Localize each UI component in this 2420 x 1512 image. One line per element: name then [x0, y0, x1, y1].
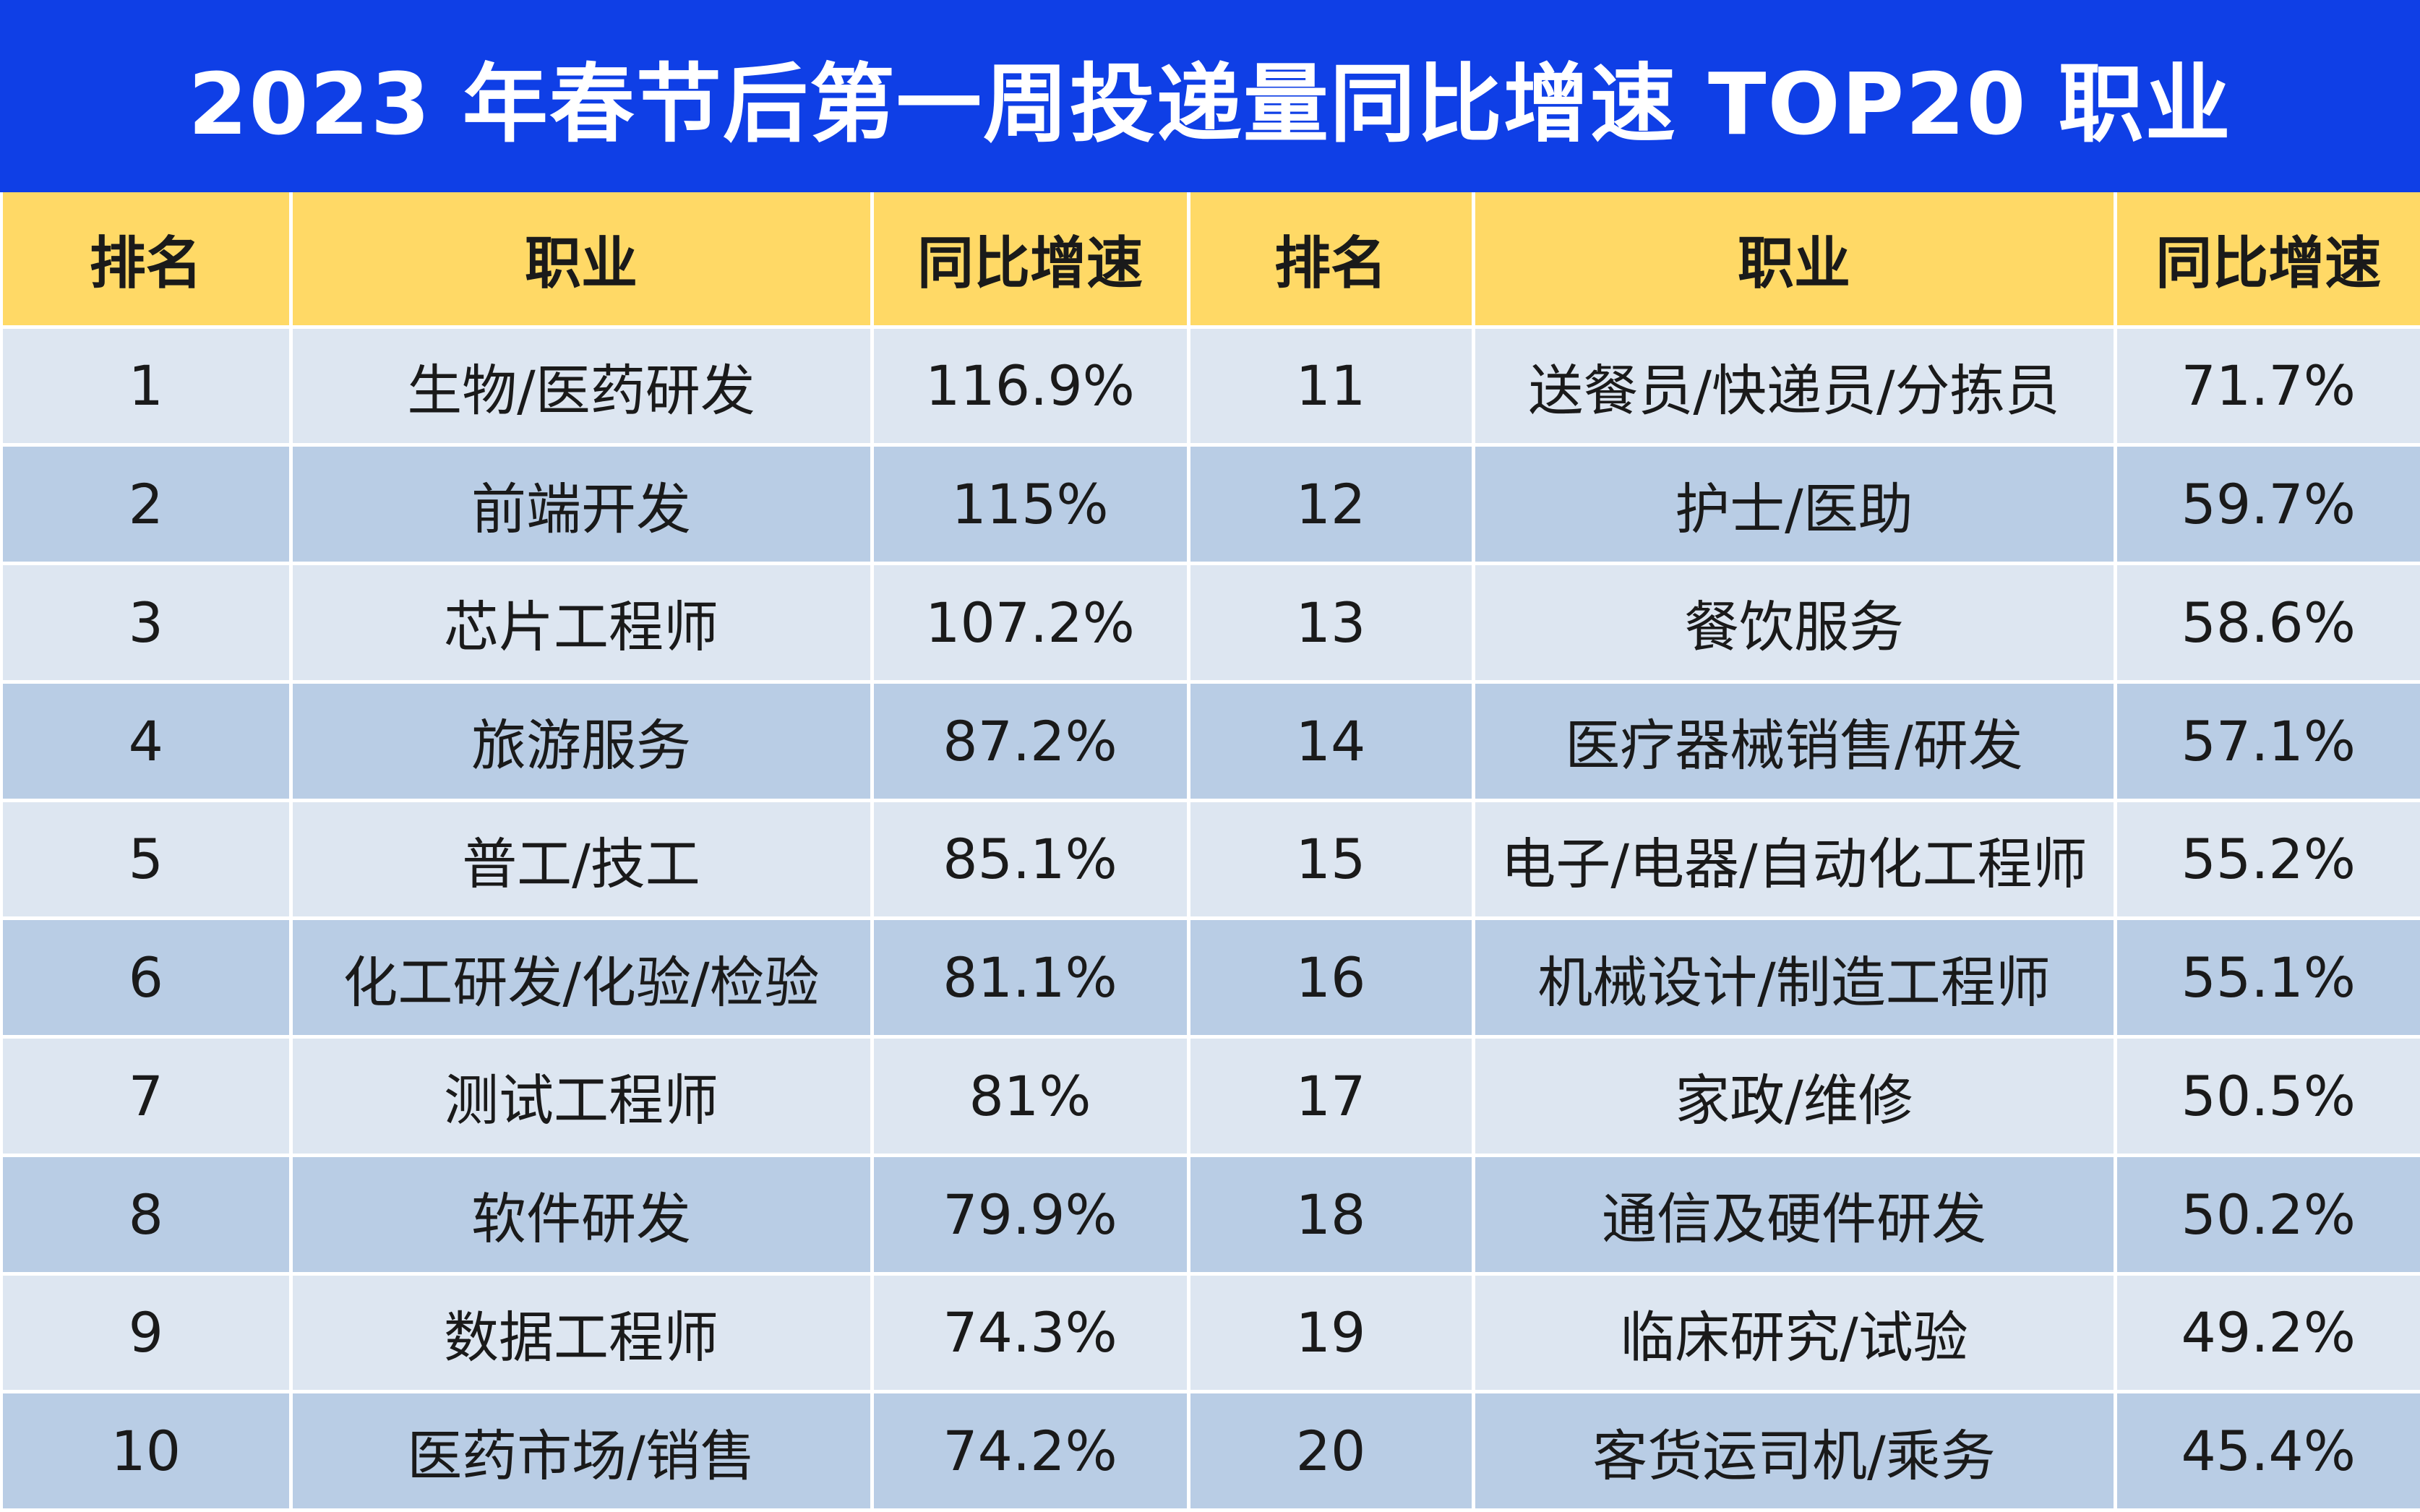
growth-cell: 45.4%	[2115, 1391, 2420, 1512]
rank-cell: 9	[3, 1273, 293, 1394]
occupation-cell: 机械设计/制造工程师	[1473, 918, 2117, 1039]
growth-cell: 81.1%	[872, 918, 1190, 1039]
rank-cell: 17	[1188, 1036, 1475, 1157]
growth-cell: 50.5%	[2115, 1036, 2420, 1157]
chart-title: 2023 年春节后第一周投递量同比增速 TOP20 职业	[188, 53, 2232, 154]
rank-cell: 3	[3, 563, 293, 684]
table-row: 4 旅游服务 87.2% 14 医疗器械销售/研发 57.1%	[3, 682, 2420, 802]
rank-cell: 5	[3, 800, 293, 921]
occupation-cell: 医疗器械销售/研发	[1473, 682, 2117, 802]
rank-cell: 11	[1188, 327, 1475, 447]
growth-cell: 74.2%	[872, 1391, 1190, 1512]
growth-cell: 57.1%	[2115, 682, 2420, 802]
rank-cell: 7	[3, 1036, 293, 1157]
ranking-table: 排名 职业 同比增速 排名 职业 同比增速 1 生物/医药研发 116.9% 11 送餐…	[3, 192, 2420, 1512]
table-row: 9 数据工程师 74.3% 19 临床研究/试验 49.2%	[3, 1273, 2420, 1394]
occupation-cell: 通信及硬件研发	[1473, 1155, 2117, 1276]
occupation-cell: 测试工程师	[291, 1036, 874, 1157]
growth-cell: 71.7%	[2115, 327, 2420, 447]
occupation-cell: 临床研究/试验	[1473, 1273, 2117, 1394]
header-occupation-left: 职业	[291, 192, 874, 329]
growth-cell: 59.7%	[2115, 444, 2420, 565]
occupation-cell: 芯片工程师	[291, 563, 874, 684]
rank-cell: 8	[3, 1155, 293, 1276]
header-growth-right: 同比增速	[2115, 192, 2420, 329]
rank-cell: 4	[3, 682, 293, 802]
growth-cell: 81%	[872, 1036, 1190, 1157]
table-row: 6 化工研发/化验/检验 81.1% 16 机械设计/制造工程师 55.1%	[3, 918, 2420, 1039]
occupation-cell: 家政/维修	[1473, 1036, 2117, 1157]
rank-cell: 20	[1188, 1391, 1475, 1512]
table-body: 1 生物/医药研发 116.9% 11 送餐员/快递员/分拣员 71.7% 2 前端开发 115…	[3, 327, 2420, 1512]
occupation-cell: 普工/技工	[291, 800, 874, 921]
title-bar: 2023 年春节后第一周投递量同比增速 TOP20 职业	[0, 0, 2420, 192]
rank-cell: 19	[1188, 1273, 1475, 1394]
header-growth-left: 同比增速	[872, 192, 1190, 329]
table-row: 10 医药市场/销售 74.2% 20 客货运司机/乘务 45.4%	[3, 1391, 2420, 1512]
occupation-cell: 护士/医助	[1473, 444, 2117, 565]
table-row: 3 芯片工程师 107.2% 13 餐饮服务 58.6%	[3, 563, 2420, 684]
occupation-cell: 送餐员/快递员/分拣员	[1473, 327, 2117, 447]
table-row: 5 普工/技工 85.1% 15 电子/电器/自动化工程师 55.2%	[3, 800, 2420, 921]
growth-cell: 107.2%	[872, 563, 1190, 684]
growth-cell: 49.2%	[2115, 1273, 2420, 1394]
occupation-cell: 电子/电器/自动化工程师	[1473, 800, 2117, 921]
occupation-cell: 旅游服务	[291, 682, 874, 802]
growth-cell: 55.1%	[2115, 918, 2420, 1039]
table-header-row: 排名 职业 同比增速 排名 职业 同比增速	[3, 192, 2420, 329]
growth-cell: 79.9%	[872, 1155, 1190, 1276]
growth-cell: 50.2%	[2115, 1155, 2420, 1276]
occupation-cell: 数据工程师	[291, 1273, 874, 1394]
occupation-cell: 软件研发	[291, 1155, 874, 1276]
growth-cell: 85.1%	[872, 800, 1190, 921]
growth-cell: 87.2%	[872, 682, 1190, 802]
rank-cell: 15	[1188, 800, 1475, 921]
occupation-cell: 餐饮服务	[1473, 563, 2117, 684]
occupation-cell: 生物/医药研发	[291, 327, 874, 447]
table-row: 8 软件研发 79.9% 18 通信及硬件研发 50.2%	[3, 1155, 2420, 1276]
rank-cell: 16	[1188, 918, 1475, 1039]
occupation-cell: 化工研发/化验/检验	[291, 918, 874, 1039]
rank-cell: 18	[1188, 1155, 1475, 1276]
growth-cell: 55.2%	[2115, 800, 2420, 921]
growth-cell: 116.9%	[872, 327, 1190, 447]
occupation-cell: 医药市场/销售	[291, 1391, 874, 1512]
occupation-cell: 客货运司机/乘务	[1473, 1391, 2117, 1512]
rank-cell: 12	[1188, 444, 1475, 565]
growth-cell: 74.3%	[872, 1273, 1190, 1394]
rank-cell: 2	[3, 444, 293, 565]
rank-cell: 14	[1188, 682, 1475, 802]
growth-cell: 115%	[872, 444, 1190, 565]
table-row: 2 前端开发 115% 12 护士/医助 59.7%	[3, 444, 2420, 565]
rank-cell: 1	[3, 327, 293, 447]
header-rank-right: 排名	[1188, 192, 1475, 329]
rank-cell: 10	[3, 1391, 293, 1512]
rank-cell: 13	[1188, 563, 1475, 684]
rank-cell: 6	[3, 918, 293, 1039]
table-row: 7 测试工程师 81% 17 家政/维修 50.5%	[3, 1036, 2420, 1157]
table-row: 1 生物/医药研发 116.9% 11 送餐员/快递员/分拣员 71.7%	[3, 327, 2420, 447]
header-occupation-right: 职业	[1473, 192, 2117, 329]
growth-cell: 58.6%	[2115, 563, 2420, 684]
occupation-cell: 前端开发	[291, 444, 874, 565]
header-rank-left: 排名	[3, 192, 293, 329]
